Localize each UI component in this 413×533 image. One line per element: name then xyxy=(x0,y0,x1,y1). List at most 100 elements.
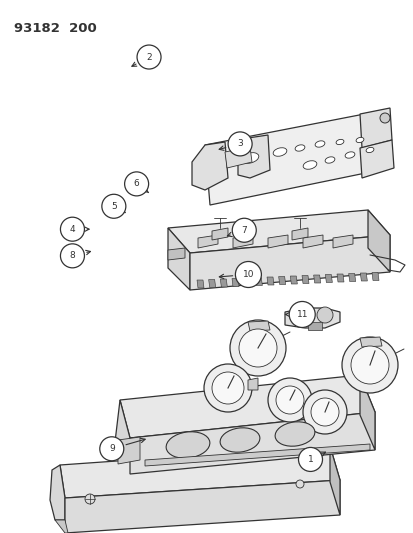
Circle shape xyxy=(238,329,276,367)
Polygon shape xyxy=(237,135,269,178)
Polygon shape xyxy=(247,378,257,390)
Circle shape xyxy=(204,364,252,412)
Text: 5: 5 xyxy=(111,202,116,211)
Polygon shape xyxy=(302,235,322,248)
Circle shape xyxy=(302,390,346,434)
Text: 8: 8 xyxy=(69,252,75,260)
Text: 1: 1 xyxy=(307,455,313,464)
Circle shape xyxy=(60,217,84,241)
Polygon shape xyxy=(60,446,339,498)
Polygon shape xyxy=(130,412,374,474)
Circle shape xyxy=(60,244,84,268)
Ellipse shape xyxy=(314,141,324,147)
Polygon shape xyxy=(243,278,250,286)
Polygon shape xyxy=(290,276,297,284)
Text: 9: 9 xyxy=(109,445,114,453)
Circle shape xyxy=(235,262,261,287)
Circle shape xyxy=(289,302,314,327)
Polygon shape xyxy=(291,228,307,240)
Ellipse shape xyxy=(302,161,316,169)
Polygon shape xyxy=(231,279,238,287)
Ellipse shape xyxy=(275,422,314,446)
Polygon shape xyxy=(336,274,343,282)
Polygon shape xyxy=(224,147,252,168)
Polygon shape xyxy=(278,277,285,285)
Circle shape xyxy=(350,346,388,384)
Polygon shape xyxy=(192,142,228,190)
Polygon shape xyxy=(359,273,366,281)
Polygon shape xyxy=(247,321,269,331)
Ellipse shape xyxy=(365,147,373,152)
Ellipse shape xyxy=(166,432,209,458)
Ellipse shape xyxy=(241,152,258,163)
Polygon shape xyxy=(50,465,65,520)
Polygon shape xyxy=(55,520,68,533)
Ellipse shape xyxy=(344,152,354,158)
Polygon shape xyxy=(359,337,381,347)
Circle shape xyxy=(296,307,312,323)
Circle shape xyxy=(298,447,322,472)
Text: 93182  200: 93182 200 xyxy=(14,22,97,35)
Text: 10: 10 xyxy=(242,270,254,279)
Polygon shape xyxy=(284,308,339,328)
Ellipse shape xyxy=(220,428,259,452)
Polygon shape xyxy=(329,446,339,515)
Circle shape xyxy=(267,378,311,422)
Circle shape xyxy=(230,320,285,376)
Polygon shape xyxy=(325,274,332,282)
Circle shape xyxy=(102,194,126,219)
Circle shape xyxy=(316,307,332,323)
Polygon shape xyxy=(367,210,389,272)
Ellipse shape xyxy=(273,148,286,156)
Ellipse shape xyxy=(324,157,334,163)
Polygon shape xyxy=(359,140,393,178)
Circle shape xyxy=(310,398,338,426)
Circle shape xyxy=(341,337,397,393)
Circle shape xyxy=(100,437,123,461)
Polygon shape xyxy=(233,235,252,248)
Circle shape xyxy=(379,113,389,123)
Polygon shape xyxy=(118,437,140,464)
Text: 6: 6 xyxy=(133,180,139,188)
Circle shape xyxy=(211,372,243,404)
Text: 3: 3 xyxy=(237,140,242,148)
Circle shape xyxy=(232,218,256,243)
Polygon shape xyxy=(332,235,352,248)
Polygon shape xyxy=(168,228,190,290)
Polygon shape xyxy=(115,400,130,458)
Circle shape xyxy=(228,132,252,156)
Polygon shape xyxy=(168,210,389,253)
Circle shape xyxy=(275,386,303,414)
Ellipse shape xyxy=(335,139,343,144)
Polygon shape xyxy=(197,235,218,248)
Ellipse shape xyxy=(294,145,304,151)
Circle shape xyxy=(124,172,148,196)
Polygon shape xyxy=(145,444,369,466)
Polygon shape xyxy=(348,273,355,281)
Text: 7: 7 xyxy=(241,226,247,235)
Polygon shape xyxy=(211,228,228,240)
Text: 2: 2 xyxy=(146,53,152,61)
Polygon shape xyxy=(267,235,287,248)
Polygon shape xyxy=(204,110,389,205)
Polygon shape xyxy=(359,375,374,450)
Polygon shape xyxy=(120,375,374,438)
Polygon shape xyxy=(301,276,308,284)
Circle shape xyxy=(137,45,161,69)
Text: 11: 11 xyxy=(296,310,307,319)
Circle shape xyxy=(295,480,303,488)
Polygon shape xyxy=(371,272,378,280)
Ellipse shape xyxy=(355,138,363,143)
Polygon shape xyxy=(313,275,320,283)
Polygon shape xyxy=(307,322,321,330)
Polygon shape xyxy=(359,108,391,148)
Polygon shape xyxy=(65,480,339,533)
Text: 4: 4 xyxy=(69,225,75,233)
Circle shape xyxy=(85,494,95,504)
Polygon shape xyxy=(197,280,204,288)
Polygon shape xyxy=(220,279,227,287)
Polygon shape xyxy=(208,279,215,287)
Polygon shape xyxy=(266,277,273,285)
Polygon shape xyxy=(255,278,262,286)
Polygon shape xyxy=(168,248,185,260)
